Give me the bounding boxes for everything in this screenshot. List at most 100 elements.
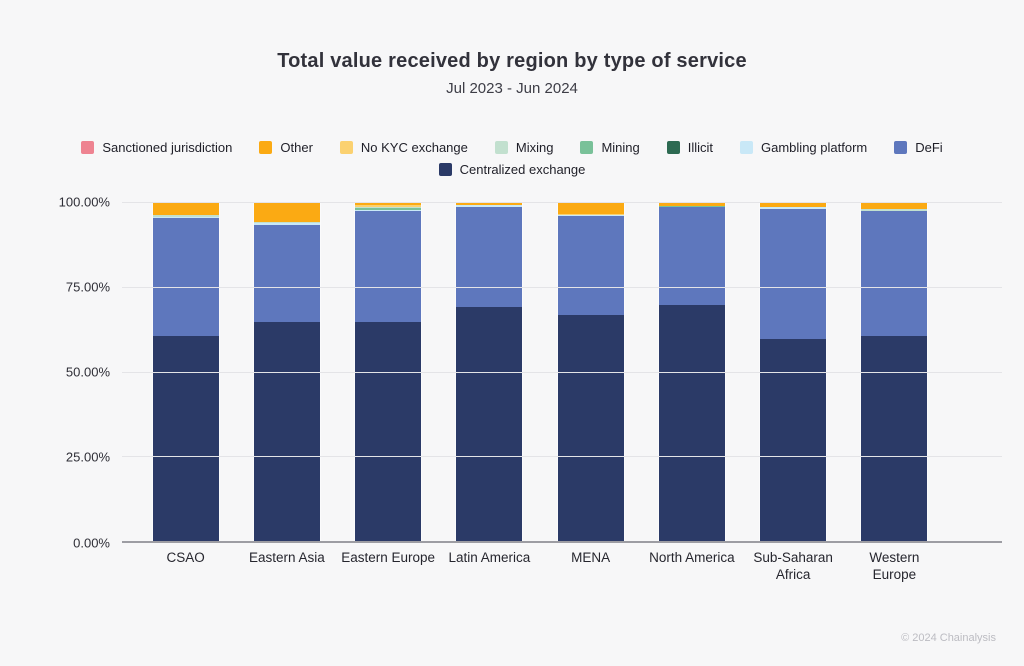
bar-segment-eastern-europe-no-kyc-exchange[interactable] — [355, 204, 422, 208]
bar-segment-eastern-asia-other[interactable] — [253, 202, 320, 223]
bar-latin-america — [455, 202, 524, 541]
bar-segment-mena-centralized-exchange[interactable] — [557, 315, 624, 541]
legend-swatch-icon — [740, 141, 754, 154]
x-tick-label: Western Europe — [869, 550, 920, 582]
bar-segment-eastern-europe-centralized-exchange[interactable] — [355, 321, 422, 541]
x-tick-label: CSAO — [166, 550, 205, 565]
bar-segment-sub-saharan-africa-centralized-exchange[interactable] — [760, 339, 827, 541]
bar-segment-western-europe-defi[interactable] — [861, 211, 928, 336]
bar-segment-western-europe-centralized-exchange[interactable] — [861, 335, 928, 541]
legend-swatch-icon — [259, 141, 273, 154]
legend-item-illicit[interactable]: Illicit — [666, 140, 714, 155]
bar-segment-mena-no-kyc-exchange[interactable] — [557, 214, 624, 215]
x-tick-label: Latin America — [448, 550, 531, 565]
legend-row: Centralized exchange — [438, 162, 586, 177]
bar-segment-sub-saharan-africa-gambling-platform[interactable] — [760, 207, 827, 209]
bars-container: CSAO Eastern Asia Eastern Europe Latin Amer… — [135, 202, 945, 582]
legend-label: No KYC exchange — [360, 140, 468, 155]
x-tick-label: Eastern Europe — [341, 550, 436, 565]
chart-title: Total value received by region by type o… — [277, 50, 747, 72]
y-tick-label: 0.00% — [73, 535, 110, 551]
bar-segment-csao-mixing[interactable] — [152, 215, 219, 217]
legend-label: Sanctioned jurisdiction — [102, 140, 233, 155]
plot-area: CSAO Eastern Asia Eastern Europe Latin Amer… — [59, 195, 1002, 582]
y-tick-label: 25.00% — [65, 449, 110, 465]
legend-label: Mining — [601, 140, 640, 155]
legend-swatch-icon — [894, 141, 908, 154]
legend-item-sanctioned-jurisdiction[interactable]: Sanctioned jurisdiction — [81, 140, 232, 155]
bar-segment-sub-saharan-africa-defi[interactable] — [760, 208, 827, 340]
legend-swatch-icon — [580, 141, 594, 154]
legend-item-mining[interactable]: Mining — [580, 140, 640, 155]
bar-segment-eastern-asia-mixing[interactable] — [253, 222, 320, 224]
gridline: 75.00% — [66, 280, 1002, 295]
bar-segment-csao-defi[interactable] — [152, 217, 219, 336]
bar-segment-eastern-europe-defi[interactable] — [355, 210, 422, 322]
bar-group-western-europe: Western Europe — [844, 202, 945, 582]
x-tick-label: Eastern Asia — [248, 550, 325, 565]
gridline: 100.00% — [59, 195, 1002, 210]
bar-segment-eastern-europe-mixing[interactable] — [355, 207, 422, 209]
legend-label: Gambling platform — [761, 140, 868, 155]
legend-label: DeFi — [915, 140, 943, 155]
legend-swatch-icon — [494, 141, 508, 154]
x-tick-label: North America — [649, 550, 735, 565]
bar-segment-sub-saharan-africa-other[interactable] — [760, 202, 827, 208]
x-axis-line: 0.00% — [73, 536, 1002, 551]
bar-eastern-europe — [354, 202, 423, 541]
bar-segment-latin-america-centralized-exchange[interactable] — [456, 307, 523, 541]
legend-label: Mixing — [515, 140, 554, 155]
y-tick-label: 50.00% — [65, 364, 110, 380]
bar-csao — [151, 202, 220, 541]
legend-label: Centralized exchange — [459, 162, 586, 177]
bar-segment-north-america-other[interactable] — [658, 202, 725, 206]
bar-segment-north-america-defi[interactable] — [658, 207, 725, 306]
bar-segment-csao-gambling-platform[interactable] — [152, 216, 219, 218]
legend-swatch-icon — [81, 141, 95, 154]
legend-swatch-icon — [339, 141, 353, 154]
bar-group-north-america: North America — [641, 202, 742, 565]
bar-segment-latin-america-other[interactable] — [456, 202, 523, 206]
bar-segment-eastern-europe-gambling-platform[interactable] — [355, 209, 422, 211]
bar-segment-western-europe-other[interactable] — [861, 202, 928, 210]
legend-label: Other — [280, 140, 313, 155]
chart-subtitle: Jul 2023 - Jun 2024 — [446, 80, 578, 97]
bar-segment-eastern-europe-other[interactable] — [355, 202, 422, 205]
footer-credit: © 2024 Chainalysis — [901, 632, 996, 644]
bar-segment-csao-other[interactable] — [152, 202, 219, 216]
gridline: 50.00% — [66, 365, 1002, 380]
bar-segment-eastern-asia-centralized-exchange[interactable] — [253, 322, 320, 541]
bar-mena — [556, 202, 625, 541]
x-tick-label: MENA — [571, 550, 611, 565]
bar-segment-north-america-mining[interactable] — [658, 205, 725, 207]
bar-segment-csao-centralized-exchange[interactable] — [152, 335, 219, 541]
legend-swatch-icon — [438, 163, 452, 176]
legend-item-no-kyc-exchange[interactable]: No KYC exchange — [339, 140, 468, 155]
bar-group-mena: MENA — [540, 202, 641, 565]
legend-label: Illicit — [687, 140, 714, 155]
y-tick-label: 100.00% — [58, 194, 110, 210]
legend-item-gambling-platform[interactable]: Gambling platform — [740, 140, 867, 155]
bar-segment-mena-defi[interactable] — [557, 215, 624, 316]
bar-segment-mena-other[interactable] — [557, 202, 624, 215]
legend-item-mixing[interactable]: Mixing — [494, 140, 554, 155]
bar-segment-latin-america-defi[interactable] — [456, 206, 523, 308]
legend-item-defi[interactable]: DeFi — [894, 140, 943, 155]
bar-group-csao: CSAO — [135, 202, 236, 565]
x-tick-label: Sub-Saharan Africa — [753, 550, 833, 582]
legend: Sanctioned jurisdiction Other No KYC excha… — [0, 140, 1024, 177]
bar-group-eastern-europe: Eastern Europe — [338, 202, 439, 565]
bar-segment-latin-america-gambling-platform[interactable] — [456, 205, 523, 207]
legend-row: Sanctioned jurisdiction Other No KYC excha… — [81, 140, 943, 155]
bar-group-latin-america: Latin America — [439, 202, 540, 565]
bar-segment-north-america-centralized-exchange[interactable] — [658, 305, 725, 541]
legend-item-centralized-exchange[interactable]: Centralized exchange — [438, 162, 586, 177]
bar-segment-eastern-asia-defi[interactable] — [253, 224, 320, 323]
bar-segment-western-europe-mixing[interactable] — [861, 209, 928, 211]
legend-item-other[interactable]: Other — [259, 140, 313, 155]
bar-north-america — [657, 202, 726, 541]
bar-segment-eastern-asia-gambling-platform[interactable] — [253, 223, 320, 225]
bar-segment-eastern-europe-mining[interactable] — [355, 208, 422, 210]
y-tick-label: 75.00% — [65, 279, 110, 295]
